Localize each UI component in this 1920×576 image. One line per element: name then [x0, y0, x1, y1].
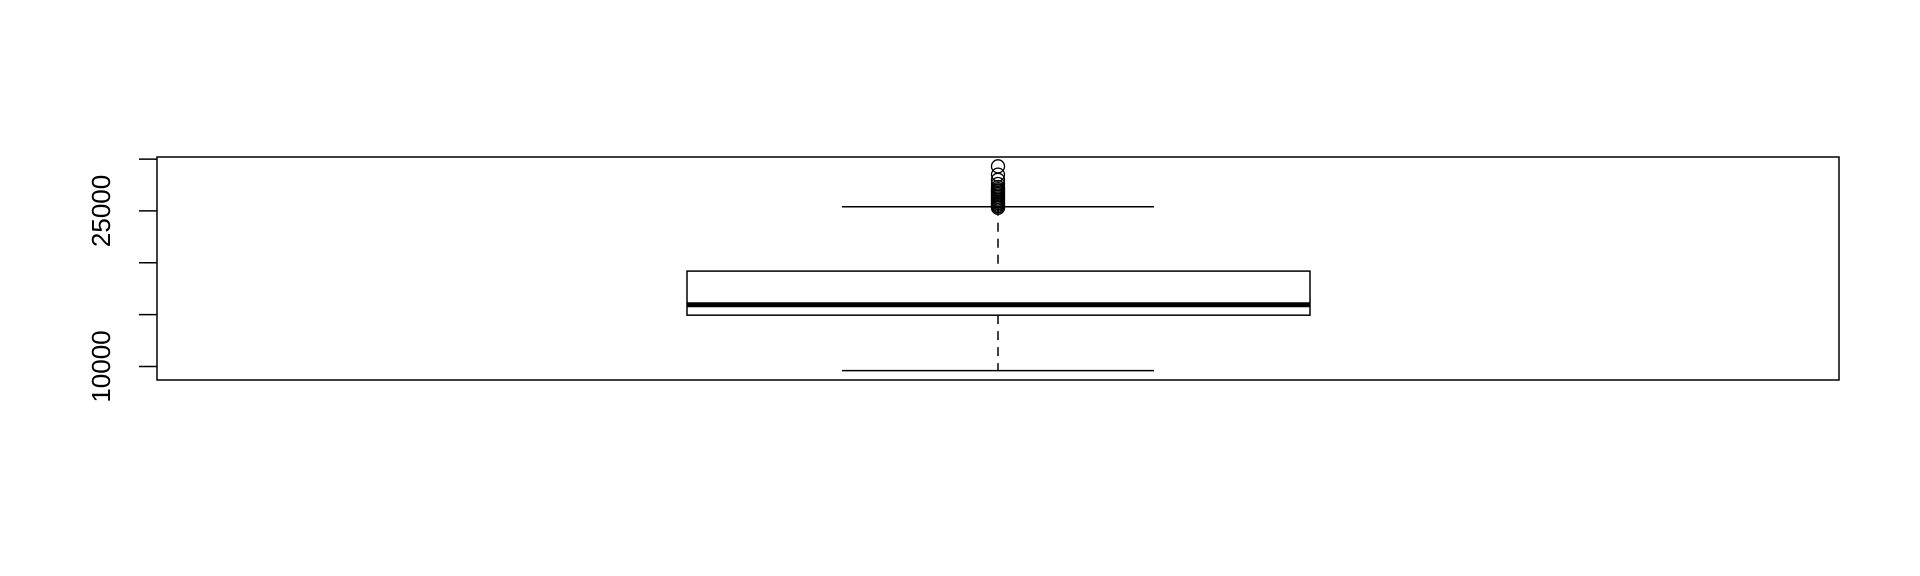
y-tick-label-25000: 25000: [86, 175, 116, 247]
box-plot: [686, 206, 1311, 372]
y-tick-label-10000: 10000: [86, 330, 116, 402]
y-axis: 10000 25000: [86, 158, 157, 403]
outliers: [990, 159, 1006, 215]
outlier-point-17: [990, 159, 1006, 174]
iqr-box: [686, 270, 1311, 316]
outlier-point-14: [990, 176, 1006, 192]
outlier-point-16: [990, 167, 1006, 182]
plot-frame: [156, 156, 1840, 381]
